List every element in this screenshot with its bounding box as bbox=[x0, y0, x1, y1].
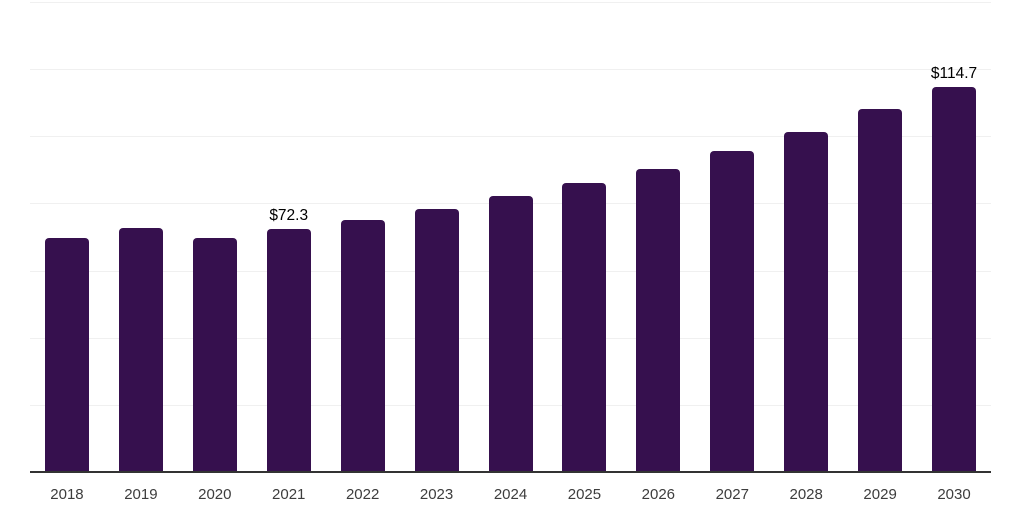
x-axis-line bbox=[30, 471, 991, 473]
x-axis-label-2020: 2020 bbox=[198, 486, 232, 503]
bar-2022 bbox=[340, 219, 385, 472]
gridline-100 bbox=[30, 136, 991, 138]
value-label-2021: $72.3 bbox=[269, 207, 309, 225]
bar-2018 bbox=[44, 238, 89, 472]
x-axis-label-2023: 2023 bbox=[419, 486, 454, 503]
bar-2020 bbox=[192, 238, 237, 472]
value-label-2030: $114.7 bbox=[930, 64, 978, 82]
bar-2029 bbox=[858, 109, 903, 472]
bar-2026 bbox=[636, 168, 681, 472]
x-axis-label-2018: 2018 bbox=[50, 486, 84, 503]
bar-2023 bbox=[414, 209, 459, 472]
bar-2030 bbox=[932, 86, 977, 472]
bar-2027 bbox=[710, 151, 755, 472]
x-axis-label-2019: 2019 bbox=[124, 486, 158, 503]
x-axis-label-2026: 2026 bbox=[641, 486, 676, 503]
x-axis-label-2025: 2025 bbox=[567, 486, 602, 503]
bar-2025 bbox=[562, 182, 607, 472]
x-axis-label-2029: 2029 bbox=[863, 486, 897, 503]
bar-2019 bbox=[118, 227, 163, 472]
bar-2024 bbox=[488, 196, 533, 472]
bar-2028 bbox=[784, 131, 829, 472]
x-axis-label-2021: 2021 bbox=[272, 486, 306, 503]
x-axis-label-2030: 2030 bbox=[937, 486, 971, 503]
x-axis-label-2027: 2027 bbox=[715, 486, 749, 503]
x-axis-label-2024: 2024 bbox=[493, 486, 528, 503]
x-axis-label-2028: 2028 bbox=[789, 486, 823, 503]
gridline-120 bbox=[30, 69, 991, 71]
x-axis-label-2022: 2022 bbox=[345, 486, 380, 503]
gridline-140 bbox=[30, 2, 991, 3]
bar-2021 bbox=[266, 229, 311, 472]
